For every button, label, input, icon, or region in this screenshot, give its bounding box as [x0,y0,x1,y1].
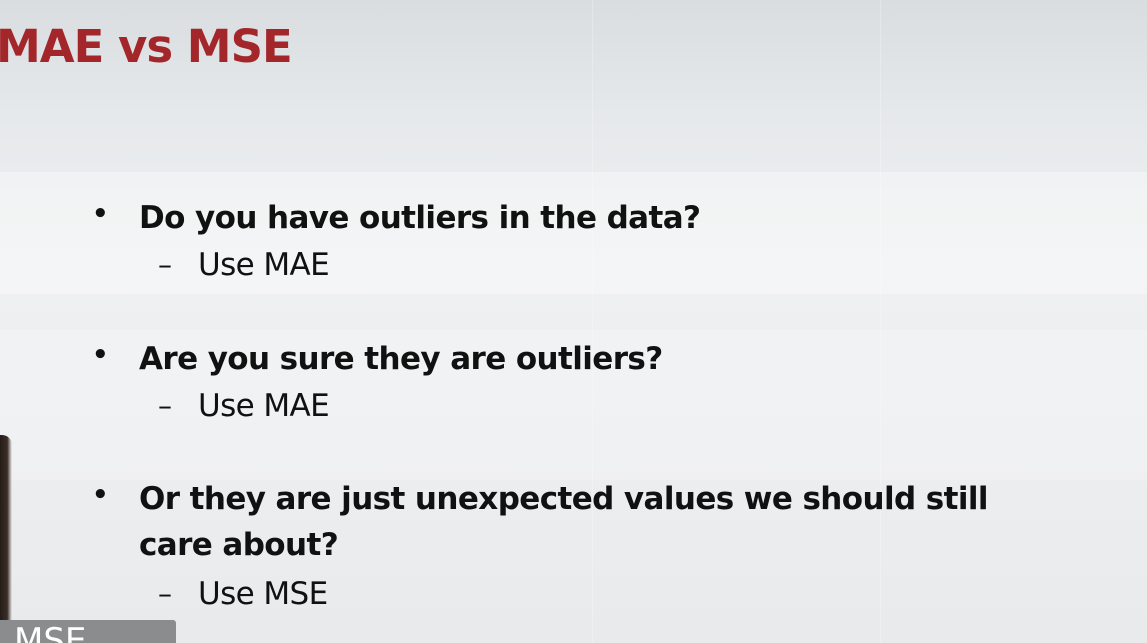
presenter-figure [0,435,12,625]
sub-bullet-text: Use MSE [198,576,328,612]
sub-bullet-text: Use MAE [198,247,330,283]
background-grid-line [592,0,593,643]
bullet-text: Are you sure they are outliers? [139,336,1039,382]
bullet-dot-icon: • [92,340,109,370]
sub-bullet-text: Use MAE [198,388,330,424]
background-band [0,172,1147,294]
bullet-text-line: Or they are just unexpected values we sh… [139,481,989,517]
dash-icon: – [158,389,172,422]
bullet-text-line: Do you have outliers in the data? [139,200,701,236]
dash-icon: – [158,248,172,281]
bullet-dot-icon: • [92,480,109,510]
dash-icon: – [158,577,172,610]
bullet-text-line: Are you sure they are outliers? [139,341,663,377]
bullet-text: Do you have outliers in the data? [139,195,1039,241]
background-band [0,330,1147,480]
caption-bar: MSE [0,620,176,643]
caption-text: MSE [14,621,87,643]
background-grid-line [880,0,881,643]
bullet-dot-icon: • [92,199,109,229]
slide-title: MAE vs MSE [0,20,293,73]
bullet-text-line: care about? [139,527,339,563]
bullet-text: Or they are just unexpected values we sh… [139,476,1039,568]
